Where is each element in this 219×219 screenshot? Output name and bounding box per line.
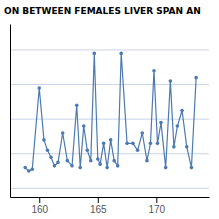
point <box>159 121 163 125</box>
point <box>164 166 168 170</box>
title: ON BETWEEN FEMALES LIVER SPAN AN <box>4 6 201 16</box>
point <box>49 155 53 159</box>
point <box>27 169 31 173</box>
point <box>169 79 173 83</box>
x-tick-label: 170 <box>148 204 165 215</box>
point <box>98 162 102 166</box>
point <box>145 159 149 163</box>
point <box>75 104 79 108</box>
x-tick: 170 <box>148 197 165 215</box>
x-tick: 165 <box>90 197 107 215</box>
point <box>156 142 160 146</box>
line <box>25 53 196 171</box>
point <box>190 166 194 170</box>
point <box>125 142 129 146</box>
point <box>116 164 120 168</box>
x-tick: 160 <box>31 197 48 215</box>
point <box>61 131 65 135</box>
point <box>152 69 156 73</box>
point <box>136 148 140 152</box>
x-tick-label: 165 <box>90 204 107 215</box>
point <box>140 131 144 135</box>
plot: 160 165 170 <box>10 25 210 216</box>
marks <box>23 52 198 173</box>
point <box>70 164 74 168</box>
point <box>53 164 57 168</box>
point <box>42 138 46 142</box>
x-tick-mark <box>39 197 40 203</box>
point <box>23 166 27 170</box>
point <box>149 142 153 146</box>
y-axis <box>10 25 11 198</box>
grid <box>10 50 209 188</box>
point <box>46 148 50 152</box>
point <box>78 166 82 170</box>
chart: ON BETWEEN FEMALES LIVER SPAN AN 160 165 17… <box>0 0 219 219</box>
point <box>194 76 198 80</box>
point <box>30 168 34 172</box>
y-axis-line <box>10 25 11 198</box>
grid-line <box>10 84 209 85</box>
x-axis-line <box>11 197 210 198</box>
x-tick-mark <box>156 197 157 203</box>
x-tick-mark <box>98 197 99 203</box>
x-tick-label: 160 <box>31 204 48 215</box>
point <box>66 159 70 163</box>
point <box>172 145 176 149</box>
point <box>180 109 184 113</box>
grid-line <box>10 188 209 189</box>
point <box>82 124 86 128</box>
point <box>85 148 89 152</box>
point <box>56 161 60 165</box>
point <box>96 157 100 161</box>
point <box>109 138 113 142</box>
point <box>102 142 106 146</box>
point <box>105 166 109 170</box>
point <box>92 52 96 56</box>
point <box>185 145 189 149</box>
grid-line <box>10 49 209 50</box>
point <box>89 159 93 163</box>
point <box>119 52 123 56</box>
x-axis: 160 165 170 <box>11 197 210 215</box>
point <box>112 159 116 163</box>
point <box>176 124 180 128</box>
point <box>37 86 41 90</box>
point <box>131 142 135 146</box>
